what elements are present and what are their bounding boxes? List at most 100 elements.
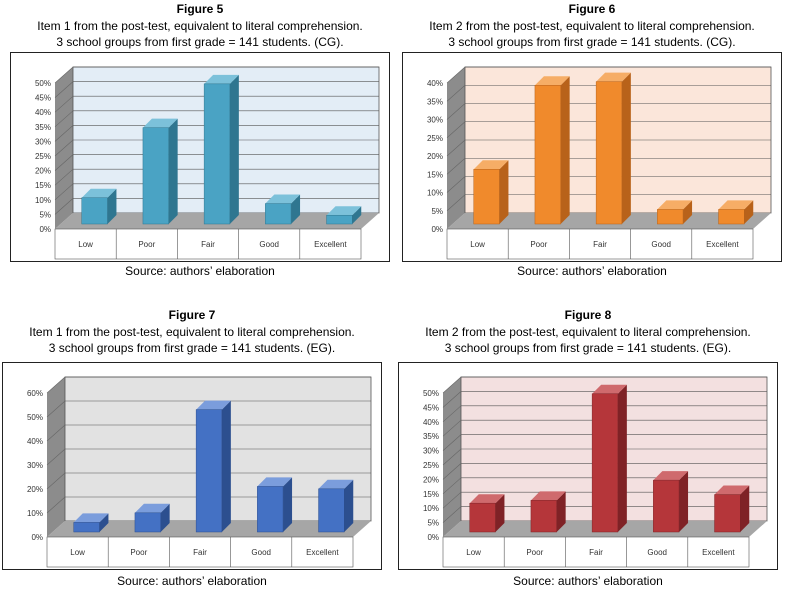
x-tick-label: Poor — [526, 548, 543, 557]
figure-title: Figure 8 — [564, 308, 612, 322]
bar-front — [73, 522, 100, 533]
y-tick-label: 20% — [35, 167, 51, 176]
y-tick-label: 0% — [431, 225, 443, 234]
bar-side — [556, 491, 566, 532]
gridline-side — [54, 168, 74, 186]
bar-excellent — [714, 485, 750, 533]
y-tick-label: 20% — [423, 475, 439, 484]
y-tick-label: 30% — [427, 116, 443, 125]
gridline-side — [46, 496, 66, 514]
x-tick-label: Fair — [589, 548, 603, 557]
bar-side — [168, 118, 178, 224]
gridline-side — [442, 405, 462, 423]
figure-subtitle-line2: 3 school groups from first grade = 141 s… — [444, 341, 732, 355]
y-tick-label: 15% — [423, 490, 439, 499]
bar-front — [657, 209, 684, 225]
y-tick-label: 5% — [39, 210, 51, 219]
gridline-side — [442, 376, 462, 394]
gridline-side — [442, 434, 462, 451]
y-tick-label: 5% — [431, 207, 443, 216]
bar-front — [530, 500, 557, 533]
bar-front — [257, 486, 284, 533]
bar-fair — [591, 384, 627, 533]
x-tick-label: Fair — [193, 548, 207, 557]
figure-8-panel: Figure 8 Item 2 from the post-test, equi… — [398, 306, 778, 596]
y-tick-label: 30% — [35, 137, 51, 146]
bar-side — [499, 160, 509, 224]
figure-title: Figure 5 — [176, 2, 224, 16]
y-tick-label: 40% — [35, 108, 51, 117]
gridline-side — [446, 85, 466, 102]
gridline-side — [442, 506, 462, 523]
y-tick-label: 10% — [423, 504, 439, 513]
bar-front — [203, 83, 231, 225]
x-tick-label: Excellent — [314, 240, 347, 249]
bar-front — [318, 488, 345, 533]
gridline-side — [46, 376, 66, 394]
x-tick-label: Excellent — [306, 548, 339, 557]
bar-low — [81, 188, 117, 225]
gridline-side — [54, 183, 74, 201]
category-row — [54, 228, 362, 260]
figure-subtitle-line2: 3 school groups from first grade = 141 s… — [448, 35, 736, 49]
gridline-side — [446, 176, 466, 193]
bar-side — [229, 74, 239, 224]
bar-front — [265, 203, 292, 225]
bar-poor — [134, 503, 170, 533]
bar-side — [621, 72, 631, 225]
bar-good — [265, 194, 301, 225]
gridline-side — [442, 477, 462, 495]
x-tick-label: Low — [466, 548, 481, 557]
chart-svg: 0% 10% 20% 30% 40% 50% 60% Low Poor Fair Good Excel… — [27, 376, 372, 568]
bar-front — [81, 197, 108, 225]
gridline-side — [446, 158, 466, 175]
bar-side — [744, 200, 754, 224]
bar-top — [469, 494, 505, 504]
x-tick-label: Fair — [201, 240, 215, 249]
gridline-side — [442, 491, 462, 509]
bar-front — [142, 127, 169, 225]
category-row — [446, 228, 754, 260]
bar-front — [718, 209, 745, 225]
bar-excellent — [318, 479, 354, 533]
bar-top — [530, 491, 566, 501]
y-tick-label: 15% — [427, 170, 443, 179]
y-tick-label: 20% — [27, 485, 43, 494]
bar-top — [142, 118, 178, 128]
gridline-side — [54, 81, 74, 98]
y-tick-label: 35% — [35, 123, 51, 132]
bar-fair — [195, 400, 231, 533]
bar-poor — [534, 76, 570, 225]
y-tick-label: 5% — [427, 519, 439, 528]
bar-low — [73, 513, 109, 533]
bar-front — [653, 479, 680, 533]
gridline-side — [54, 125, 74, 142]
gridline-side — [442, 419, 462, 437]
bar-top — [657, 200, 693, 210]
bar-good — [653, 471, 689, 533]
figure-subtitle-line1: Item 2 from the post-test, equivalent to… — [425, 325, 751, 339]
bar-top — [718, 200, 754, 210]
category-row — [442, 536, 750, 568]
gridline-side — [442, 463, 462, 480]
bar-chart-figure-5: 0% 5% 10% 15% 20% 25% 30% 35% 40% 45% 50% Low Poor Fa… — [10, 52, 390, 262]
bar-side — [344, 479, 354, 532]
figure-source: Source: authors’ elaboration — [517, 264, 667, 278]
y-tick-label: 50% — [35, 79, 51, 88]
bar-fair — [203, 74, 239, 225]
gridline-side — [46, 424, 66, 442]
bar-top — [473, 160, 509, 170]
bar-side — [495, 494, 505, 532]
bar-poor — [142, 118, 178, 225]
y-tick-label: 0% — [39, 225, 51, 234]
y-tick-label: 20% — [427, 152, 443, 161]
bar-top — [653, 471, 689, 481]
y-tick-label: 0% — [31, 533, 43, 542]
bar-good — [257, 477, 293, 533]
x-tick-label: Good — [647, 548, 667, 557]
chart-svg: 0% 5% 10% 15% 20% 25% 30% 35% 40% 45% 50% Low Poor Fa… — [423, 376, 768, 568]
y-tick-label: 0% — [427, 533, 439, 542]
bar-top — [204, 74, 239, 84]
y-tick-label: 45% — [35, 94, 51, 103]
y-tick-label: 35% — [427, 97, 443, 106]
